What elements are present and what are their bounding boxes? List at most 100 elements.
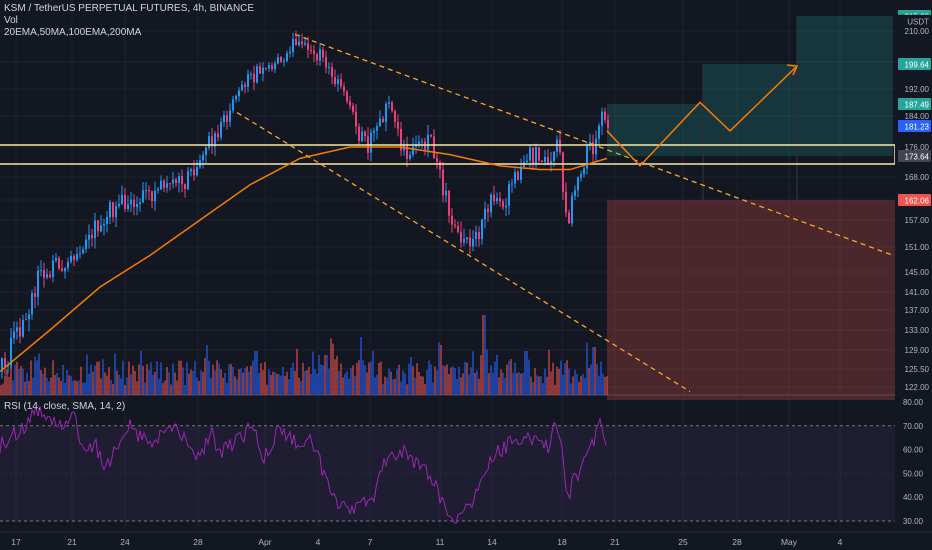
volume-bar [534,368,536,395]
candle-body [517,171,519,180]
candle-body [589,141,591,146]
volume-bar [530,376,532,395]
volume-bar [318,355,320,395]
date-tick-label: 4 [316,537,321,547]
candle-body [379,118,381,127]
candle-body [448,190,450,216]
volume-bar [208,360,210,395]
candle-body [160,180,162,190]
candle-body [61,268,63,272]
candle-body [208,136,210,148]
volume-bar [346,371,348,395]
volume-bar [22,368,24,395]
candle-body [250,73,252,75]
candle-body [532,147,534,164]
candle-body [595,138,597,155]
volume-bar [540,376,542,395]
volume-bar [152,374,154,395]
time-axis[interactable]: 17 21 24 28 Apr 4 7 11 14 18 21 25 28 May 4 [0,531,932,547]
volume-bar [572,376,574,395]
volume-bar [606,376,608,395]
volume-bar [24,381,26,395]
candle-body [292,39,294,53]
volume-bar [234,376,236,395]
volume-bar [284,376,286,395]
date-tick-label: 25 [678,537,688,547]
volume-bar [562,374,564,395]
volume-bar [44,367,46,395]
volume-bar [20,365,22,395]
volume-bar [266,384,268,395]
candle-body [295,39,297,46]
volume-bar [446,364,448,395]
volume-bar [312,351,314,395]
candle-body [559,139,561,153]
volume-bar [92,371,94,395]
candle-body [52,260,54,278]
candle-body [469,237,471,247]
volume-bar [424,383,426,395]
volume-bar [198,381,200,395]
volume-bar [164,380,166,395]
candle-body [43,269,45,278]
candle-body [352,105,354,112]
candle-body [466,237,468,240]
candle-body [373,130,375,133]
candle-body [109,202,111,218]
volume-bar [324,355,326,395]
volume-bar [140,350,142,395]
candle-body [202,154,204,161]
volume-bar [104,372,106,395]
volume-bar [474,372,476,395]
volume-bar [80,366,82,395]
candle-body [541,160,543,163]
candle-body [307,42,309,50]
volume-bar [228,364,230,395]
candle-body [502,201,504,208]
price-axis-bg [895,0,932,550]
volume-bar [6,369,8,395]
rsi-tick-label: 70.00 [903,422,924,431]
candle-body [154,190,156,202]
candle-body [265,67,267,69]
price-tick-label: 176.00 [905,143,930,152]
volume-bar [576,373,578,395]
ema-100-line [0,146,608,373]
volume-bar [588,367,590,395]
candle-body [88,234,90,240]
volume-bar [130,374,132,395]
volume-bar [132,365,134,395]
volume-bar [456,378,458,395]
volume-bar [352,365,354,395]
date-tick-label: 17 [11,537,21,547]
volume-bar [170,384,172,395]
volume-bar [256,351,258,395]
volume-bar [558,368,560,395]
volume-bar [162,383,164,395]
candle-body [247,74,249,88]
volume-bar [454,367,456,395]
volume-bar [88,373,90,395]
volume-bar [358,360,360,395]
date-tick-label: 18 [557,537,567,547]
candle-body [607,120,609,128]
volume-bar [366,372,368,395]
volume-bar [426,369,428,395]
candle-body [370,132,372,153]
candle-body [244,84,246,88]
volume-bar [458,366,460,395]
volume-bar [62,364,64,395]
candle-body [175,179,177,184]
candle-body [520,166,522,180]
volume-bar [182,367,184,395]
candle-body [151,191,153,202]
price-badge-bg [898,194,931,206]
volume-bar [532,382,534,395]
price-axis[interactable]: 210.00201.00192.00184.00176.00168.00162.… [895,0,932,550]
volume-bar [368,362,370,395]
date-tick-label: Apr [258,537,271,547]
candle-body [445,190,447,196]
price-tick-label: 192.00 [905,85,930,94]
volume-bar [258,373,260,395]
